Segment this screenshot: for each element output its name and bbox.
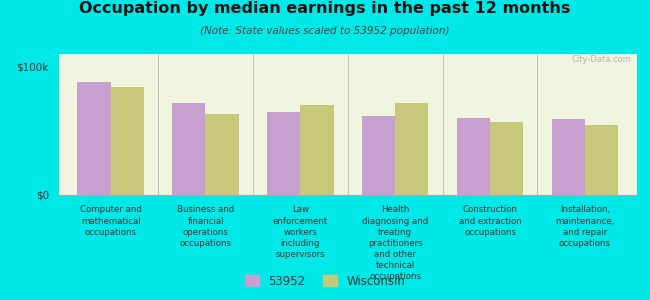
Bar: [457, 118, 490, 195]
Bar: [300, 105, 333, 195]
Bar: [395, 103, 428, 195]
Text: (Note: State values scaled to 53952 population): (Note: State values scaled to 53952 popu…: [200, 26, 450, 35]
Bar: [111, 87, 144, 195]
Bar: [490, 122, 523, 195]
Bar: [77, 82, 110, 195]
Legend: 53952, Wisconsin: 53952, Wisconsin: [241, 271, 409, 291]
Bar: [172, 103, 205, 195]
Text: City-Data.com: City-Data.com: [571, 56, 631, 64]
Bar: [205, 114, 239, 195]
Text: Occupation by median earnings in the past 12 months: Occupation by median earnings in the pas…: [79, 2, 571, 16]
Bar: [585, 124, 618, 195]
Bar: [362, 116, 395, 195]
Bar: [552, 119, 585, 195]
Bar: [267, 112, 300, 195]
